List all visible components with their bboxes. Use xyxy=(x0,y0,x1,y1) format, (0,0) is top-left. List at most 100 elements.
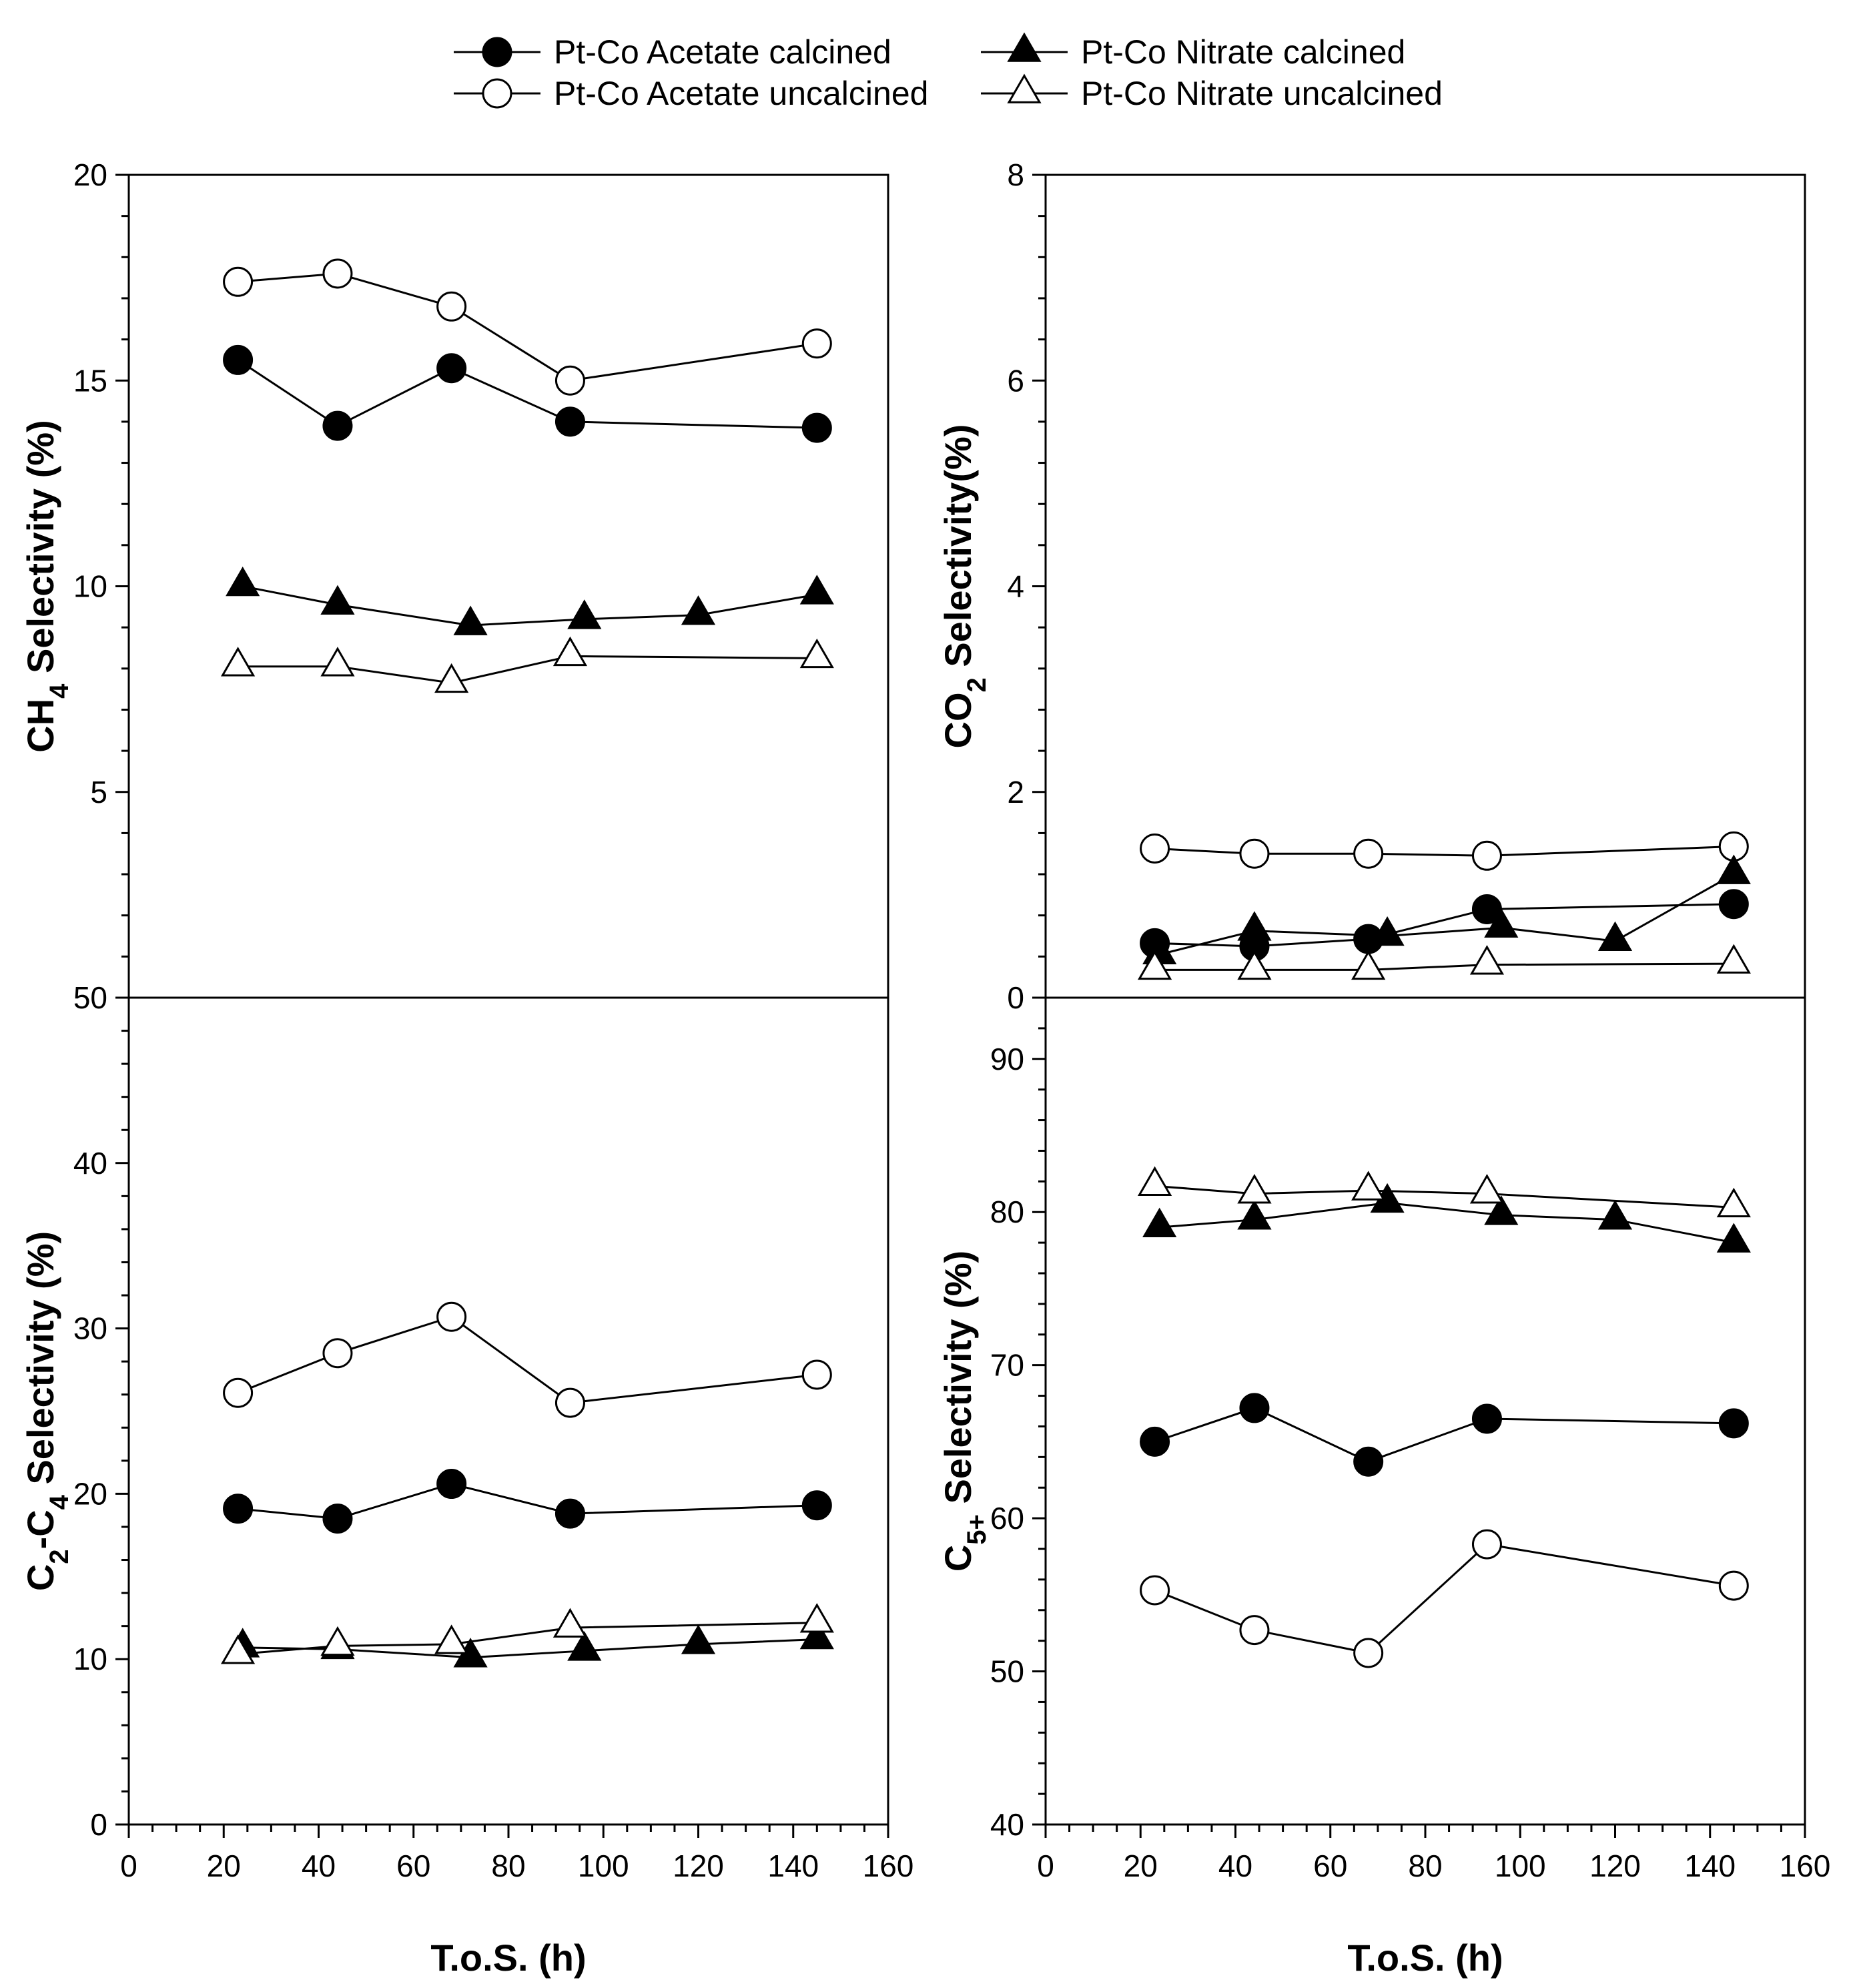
series-pt-co-nitrate-calcined xyxy=(1142,1183,1751,1253)
legend-label: Pt-Co Nitrate calcined xyxy=(1081,33,1405,71)
data-point xyxy=(1137,950,1172,980)
y-tick-label: 60 xyxy=(990,1501,1024,1536)
y-tick-label: 0 xyxy=(90,1807,107,1842)
series-pt-co-acetate-uncalcined xyxy=(223,1301,832,1418)
data-point xyxy=(1484,1195,1519,1225)
data-point xyxy=(554,1498,585,1529)
series-pt-co-nitrate-uncalcined xyxy=(1137,944,1751,980)
y-tick-label: 80 xyxy=(990,1195,1024,1229)
x-tick-label: 60 xyxy=(396,1849,430,1883)
data-point xyxy=(436,353,467,384)
y-tick-label: 20 xyxy=(73,1476,107,1511)
data-point xyxy=(1716,854,1751,884)
data-point xyxy=(554,1387,585,1418)
x-tick-label: 60 xyxy=(1313,1849,1347,1883)
legend-label: Pt-Co Acetate uncalcined xyxy=(554,75,928,112)
data-point xyxy=(1237,1174,1272,1204)
x-tick-label: 160 xyxy=(1780,1849,1831,1883)
y-tick-label: 2 xyxy=(1007,775,1024,809)
data-point xyxy=(322,258,353,289)
data-point xyxy=(223,266,254,297)
x-tick-label: 140 xyxy=(1684,1849,1736,1883)
y-tick-label: 40 xyxy=(73,1146,107,1181)
y-tick-label: 15 xyxy=(73,363,107,398)
series-line xyxy=(242,1638,817,1659)
y-tick-label: 90 xyxy=(990,1042,1024,1076)
legend: Pt-Co Acetate calcined Pt-Co Nitrate calc… xyxy=(454,32,1443,112)
series-pt-co-acetate-calcined xyxy=(223,344,832,443)
y-tick-label: 10 xyxy=(73,1642,107,1676)
legend-label: Pt-Co Nitrate uncalcined xyxy=(1081,75,1443,112)
data-point xyxy=(1716,944,1751,974)
y-axis-title-part: 5+ xyxy=(962,1514,992,1545)
series-pt-co-nitrate-calcined xyxy=(226,1619,834,1668)
data-point xyxy=(1351,950,1386,980)
data-point xyxy=(1469,1174,1505,1204)
data-point xyxy=(322,1338,353,1369)
data-point xyxy=(801,1490,832,1521)
y-axis-title-part: Selectivity (%) xyxy=(19,1231,61,1495)
x-tick-label: 20 xyxy=(1124,1849,1158,1883)
x-tick-label: 40 xyxy=(302,1849,336,1883)
legend-entry-pt-co-nitrate-calcined: Pt-Co Nitrate calcined xyxy=(981,32,1405,71)
data-point xyxy=(320,1626,355,1656)
y-axis-title-part: -C xyxy=(19,1510,61,1549)
data-point xyxy=(1718,1570,1749,1601)
data-point xyxy=(799,1603,834,1633)
x-tick-label: 80 xyxy=(1408,1849,1442,1883)
data-point xyxy=(1471,840,1502,871)
data-point xyxy=(1353,1638,1384,1668)
x-tick-label: 0 xyxy=(1037,1849,1054,1883)
data-point xyxy=(1597,921,1633,952)
series-pt-co-nitrate-calcined xyxy=(226,566,834,635)
series-line xyxy=(237,359,817,429)
x-axis-title: T.o.S. (h) xyxy=(430,1937,586,1979)
data-point xyxy=(1471,1529,1502,1560)
data-point xyxy=(1469,945,1505,975)
x-tick-label: 80 xyxy=(491,1849,525,1883)
data-point xyxy=(1239,838,1270,869)
y-axis-title: C2-C4 Selectivity (%) xyxy=(19,1231,74,1591)
y-axis-title: C5+ Selectivity (%) xyxy=(937,1251,992,1572)
data-point xyxy=(1237,950,1272,980)
series-pt-co-nitrate-calcined xyxy=(1142,854,1751,965)
y-axis-title-part: 2 xyxy=(962,677,992,692)
y-axis-title-part: Selectivity (%) xyxy=(19,420,61,683)
data-point xyxy=(220,1634,256,1664)
data-point xyxy=(1484,908,1519,938)
data-point xyxy=(436,1469,467,1500)
y-tick-label: 50 xyxy=(990,1654,1024,1689)
legend-label: Pt-Co Acetate calcined xyxy=(554,33,891,71)
y-tick-label: 5 xyxy=(90,775,107,809)
plot-frame xyxy=(127,996,889,1826)
data-point xyxy=(801,412,832,443)
y-axis-title-part: 4 xyxy=(45,1494,74,1510)
y-tick-label: 0 xyxy=(1007,980,1024,1015)
data-point xyxy=(1142,1207,1177,1237)
panel-ch4-selectivity: 5 10 15 20 CH4 Selectivity (%) xyxy=(19,157,889,999)
data-point xyxy=(1137,1166,1172,1196)
series-line xyxy=(1159,873,1735,956)
y-tick-label: 6 xyxy=(1007,363,1024,398)
data-point xyxy=(223,1494,254,1524)
data-point xyxy=(322,1504,353,1534)
x-tick-label: 20 xyxy=(207,1849,241,1883)
data-point xyxy=(1140,1426,1170,1457)
y-tick-label: 70 xyxy=(990,1348,1024,1383)
y-tick-label: 30 xyxy=(73,1311,107,1346)
y-tick-label: 40 xyxy=(990,1807,1024,1842)
series-pt-co-acetate-uncalcined xyxy=(1140,1529,1749,1668)
y-axis-title-part: C xyxy=(19,1564,61,1591)
series-pt-co-acetate-calcined xyxy=(223,1469,832,1534)
series-pt-co-acetate-uncalcined xyxy=(223,258,832,396)
data-point xyxy=(1718,889,1749,920)
data-point xyxy=(322,410,353,441)
data-point xyxy=(436,291,467,322)
y-axis-title-part: C xyxy=(937,1545,979,1572)
data-point xyxy=(552,1608,588,1638)
data-point xyxy=(681,1624,716,1654)
series-pt-co-nitrate-uncalcined xyxy=(1137,1166,1751,1218)
series-line xyxy=(238,272,817,382)
